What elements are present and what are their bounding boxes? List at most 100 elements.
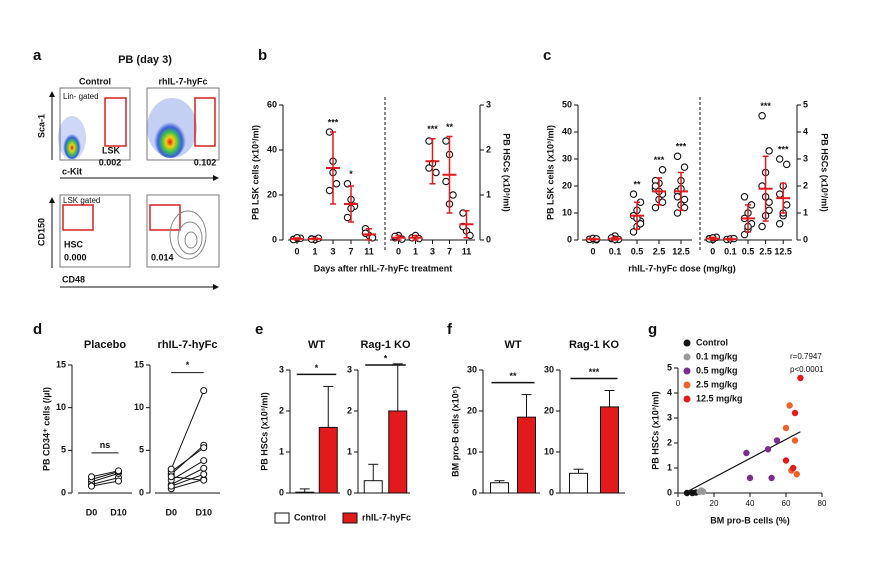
- data-point: [791, 409, 799, 417]
- axis-label: CD48: [62, 274, 85, 284]
- x-tick-label: 12.5: [774, 246, 792, 256]
- y-axis-label: PB CD34⁺ cells (/µl): [41, 387, 51, 471]
- gate-label: LSK gated: [63, 196, 100, 205]
- data-point: [758, 222, 766, 231]
- data-point: [88, 473, 95, 481]
- significance: ns: [100, 440, 111, 450]
- significance: *: [315, 363, 319, 373]
- bar: [600, 406, 619, 494]
- data-point: [200, 444, 208, 452]
- pair-line: [171, 473, 204, 487]
- significance: ***: [654, 155, 665, 165]
- bar: [490, 482, 509, 494]
- population-label: HSC: [64, 239, 84, 249]
- y-tick-label: 4: [803, 126, 808, 136]
- bar: [517, 416, 536, 494]
- data-point: [200, 387, 208, 395]
- group-title: WT: [504, 339, 521, 351]
- panel-letter: e: [255, 321, 263, 338]
- y-tick-label: 15: [56, 359, 66, 369]
- y-tick-label: 20: [467, 405, 477, 415]
- legend-marker: [683, 381, 691, 389]
- data-point: [782, 201, 791, 209]
- y2-axis-label: PB HSCs (x10³/ml): [502, 133, 512, 212]
- data-point: [740, 193, 749, 201]
- data-point: [636, 220, 645, 228]
- stat-annotation: p<0.0001: [790, 365, 824, 374]
- gate-label: Lin- gated: [63, 92, 99, 101]
- y-tick-label: 0: [486, 234, 491, 244]
- panel-letter: f: [447, 321, 453, 338]
- percentage: 0.102: [194, 157, 217, 167]
- significance: ***: [676, 142, 687, 152]
- data-point: [167, 482, 175, 490]
- x-tick-label: 11: [364, 246, 374, 256]
- column-title: rhIL-7-hyFc: [158, 76, 207, 86]
- panel-letter: b: [258, 47, 267, 64]
- legend-marker: [683, 353, 691, 361]
- y-tick-label: 3: [486, 99, 491, 109]
- y-tick-label: 0: [347, 487, 352, 497]
- data-point: [791, 437, 799, 444]
- data-point: [115, 467, 122, 475]
- x-tick-label: D10: [110, 507, 127, 517]
- pair-line: [91, 471, 119, 480]
- y-tick-label: 30: [562, 153, 572, 163]
- y-axis-label: BM pro-B cells (x10⁵): [450, 386, 460, 477]
- flow-title: PB (day 3): [118, 54, 172, 66]
- significance: ***: [328, 117, 339, 127]
- y-tick-label: 5: [139, 445, 144, 455]
- pair-line: [91, 477, 119, 485]
- data-point: [775, 220, 784, 228]
- y-tick-label: 2: [347, 405, 352, 415]
- legend-swatch: [342, 512, 358, 524]
- y-tick-label: 3: [347, 364, 352, 374]
- data-point: [743, 449, 750, 457]
- significance: ***: [778, 144, 789, 154]
- axis-label: Sca-1: [36, 114, 46, 138]
- y-tick-label: 20: [267, 189, 277, 199]
- legend-label: 0.5 mg/kg: [696, 365, 738, 375]
- significance: **: [633, 179, 641, 189]
- y-tick-label: 3: [803, 153, 808, 163]
- significance: ***: [427, 124, 438, 134]
- gate: [62, 204, 94, 231]
- significance: *: [349, 169, 353, 179]
- data-point: [680, 163, 689, 171]
- y-tick-label: 10: [562, 207, 572, 217]
- y-tick-label: 20: [544, 405, 554, 415]
- data-point: [782, 160, 791, 169]
- x-axis-label: BM pro-B cells (%): [710, 515, 790, 525]
- x-tick-label: D0: [86, 507, 98, 517]
- y-tick-label: 60: [267, 99, 277, 109]
- x-tick-label: 3: [430, 246, 435, 256]
- group-title: Rag-1 KO: [360, 339, 411, 351]
- x-tick-label: 0: [676, 499, 681, 508]
- data-point: [167, 465, 175, 473]
- legend-marker: [683, 339, 691, 347]
- significance: *: [384, 353, 388, 363]
- data-point: [629, 228, 638, 236]
- plot-frame: [146, 87, 220, 161]
- y-tick-label: 3: [667, 412, 672, 422]
- x-tick-label: D10: [195, 507, 212, 517]
- data-point: [361, 229, 370, 238]
- data-point: [782, 457, 790, 464]
- data-point: [746, 474, 754, 482]
- bar: [295, 491, 315, 494]
- data-point: [325, 186, 334, 195]
- plot-frame: [146, 194, 220, 268]
- data-point: [768, 474, 775, 482]
- gate: [149, 204, 181, 231]
- legend-label: Control: [294, 512, 326, 522]
- y-tick-label: 0: [667, 487, 672, 497]
- flow-panel: a PB (day 3) Control rhIL-7-hyFc Lin- ga…: [33, 47, 220, 290]
- y-tick-label: 1: [667, 462, 672, 472]
- y-tick-label: 2: [486, 144, 491, 154]
- legend-label: rhIL-7-hyFc: [362, 512, 411, 522]
- fit-line: [686, 431, 801, 493]
- cell-density: [63, 131, 81, 159]
- x-tick-label: 60: [782, 499, 791, 508]
- pair-line: [170, 447, 205, 473]
- y-tick-label: 1: [279, 446, 284, 456]
